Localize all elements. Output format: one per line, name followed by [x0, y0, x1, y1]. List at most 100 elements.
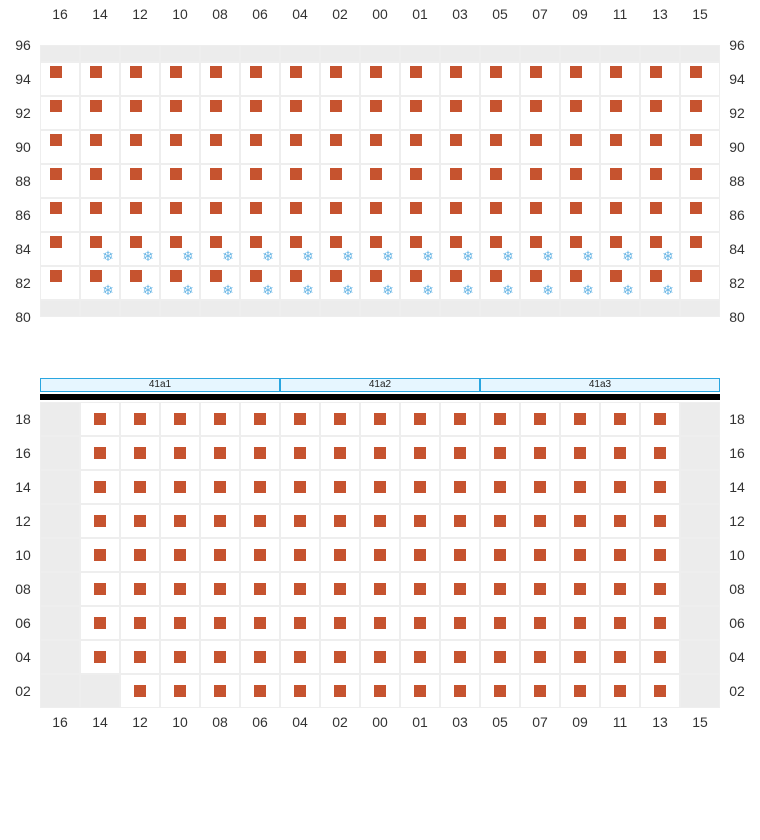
rack-marker[interactable]	[210, 168, 222, 180]
cru-icon[interactable]: ❄	[540, 248, 556, 264]
rack-marker[interactable]	[174, 413, 186, 425]
rack-marker[interactable]	[534, 515, 546, 527]
rack-marker[interactable]	[690, 100, 702, 112]
rack-marker[interactable]	[410, 202, 422, 214]
rack-marker[interactable]	[370, 270, 382, 282]
cru-icon[interactable]: ❄	[260, 248, 276, 264]
rack-marker[interactable]	[334, 651, 346, 663]
rack-marker[interactable]	[494, 617, 506, 629]
rack-marker[interactable]	[170, 236, 182, 248]
rack-marker[interactable]	[370, 168, 382, 180]
rack-marker[interactable]	[374, 651, 386, 663]
rack-marker[interactable]	[214, 583, 226, 595]
rack-marker[interactable]	[414, 685, 426, 697]
rack-marker[interactable]	[250, 134, 262, 146]
rack-marker[interactable]	[690, 202, 702, 214]
rack-marker[interactable]	[494, 583, 506, 595]
rack-marker[interactable]	[134, 481, 146, 493]
rack-marker[interactable]	[494, 549, 506, 561]
rack-marker[interactable]	[614, 549, 626, 561]
rail-segment[interactable]: 41a3	[480, 378, 720, 392]
rack-marker[interactable]	[334, 447, 346, 459]
rack-marker[interactable]	[210, 134, 222, 146]
rack-marker[interactable]	[614, 617, 626, 629]
rack-marker[interactable]	[254, 583, 266, 595]
rack-marker[interactable]	[614, 481, 626, 493]
rack-marker[interactable]	[254, 515, 266, 527]
rack-marker[interactable]	[134, 413, 146, 425]
rack-marker[interactable]	[570, 236, 582, 248]
rail-segment[interactable]: 41a1	[40, 378, 280, 392]
rack-marker[interactable]	[574, 651, 586, 663]
rack-marker[interactable]	[174, 481, 186, 493]
rack-marker[interactable]	[374, 413, 386, 425]
rack-marker[interactable]	[130, 100, 142, 112]
rack-marker[interactable]	[530, 202, 542, 214]
rack-marker[interactable]	[330, 100, 342, 112]
cru-icon[interactable]: ❄	[420, 282, 436, 298]
rack-marker[interactable]	[294, 413, 306, 425]
rack-marker[interactable]	[214, 515, 226, 527]
rack-marker[interactable]	[654, 583, 666, 595]
rack-marker[interactable]	[654, 549, 666, 561]
rack-marker[interactable]	[494, 481, 506, 493]
rack-marker[interactable]	[214, 651, 226, 663]
rack-marker[interactable]	[450, 100, 462, 112]
rack-marker[interactable]	[90, 134, 102, 146]
rack-marker[interactable]	[370, 236, 382, 248]
rack-marker[interactable]	[94, 617, 106, 629]
rack-marker[interactable]	[90, 168, 102, 180]
rack-marker[interactable]	[134, 685, 146, 697]
cru-icon[interactable]: ❄	[300, 282, 316, 298]
rack-marker[interactable]	[610, 168, 622, 180]
rack-marker[interactable]	[130, 66, 142, 78]
rack-marker[interactable]	[94, 481, 106, 493]
cru-icon[interactable]: ❄	[620, 282, 636, 298]
rack-marker[interactable]	[250, 100, 262, 112]
rack-marker[interactable]	[454, 617, 466, 629]
rack-marker[interactable]	[410, 168, 422, 180]
rack-marker[interactable]	[250, 236, 262, 248]
rack-marker[interactable]	[494, 447, 506, 459]
rack-marker[interactable]	[494, 651, 506, 663]
rack-marker[interactable]	[414, 481, 426, 493]
rack-marker[interactable]	[134, 651, 146, 663]
rack-marker[interactable]	[134, 515, 146, 527]
rack-marker[interactable]	[94, 413, 106, 425]
rack-marker[interactable]	[374, 583, 386, 595]
rack-marker[interactable]	[214, 617, 226, 629]
rack-marker[interactable]	[610, 66, 622, 78]
rack-marker[interactable]	[330, 202, 342, 214]
rack-marker[interactable]	[294, 481, 306, 493]
rack-marker[interactable]	[214, 413, 226, 425]
cru-icon[interactable]: ❄	[100, 282, 116, 298]
rack-marker[interactable]	[134, 583, 146, 595]
cru-icon[interactable]: ❄	[220, 248, 236, 264]
rack-marker[interactable]	[130, 236, 142, 248]
rack-marker[interactable]	[210, 100, 222, 112]
rack-marker[interactable]	[94, 651, 106, 663]
rack-marker[interactable]	[290, 202, 302, 214]
rack-marker[interactable]	[294, 549, 306, 561]
rack-marker[interactable]	[90, 202, 102, 214]
rack-marker[interactable]	[50, 236, 62, 248]
rack-marker[interactable]	[130, 134, 142, 146]
rail-segment[interactable]: 41a2	[280, 378, 480, 392]
rack-marker[interactable]	[170, 168, 182, 180]
rack-marker[interactable]	[254, 651, 266, 663]
cru-icon[interactable]: ❄	[500, 248, 516, 264]
rack-marker[interactable]	[210, 236, 222, 248]
rack-marker[interactable]	[650, 134, 662, 146]
rack-marker[interactable]	[294, 583, 306, 595]
rack-marker[interactable]	[494, 685, 506, 697]
rack-marker[interactable]	[290, 66, 302, 78]
rack-marker[interactable]	[574, 413, 586, 425]
rack-marker[interactable]	[490, 66, 502, 78]
rack-marker[interactable]	[614, 651, 626, 663]
rack-marker[interactable]	[290, 236, 302, 248]
rack-marker[interactable]	[170, 134, 182, 146]
rack-marker[interactable]	[374, 515, 386, 527]
rack-marker[interactable]	[534, 685, 546, 697]
cru-icon[interactable]: ❄	[100, 248, 116, 264]
rack-marker[interactable]	[450, 270, 462, 282]
